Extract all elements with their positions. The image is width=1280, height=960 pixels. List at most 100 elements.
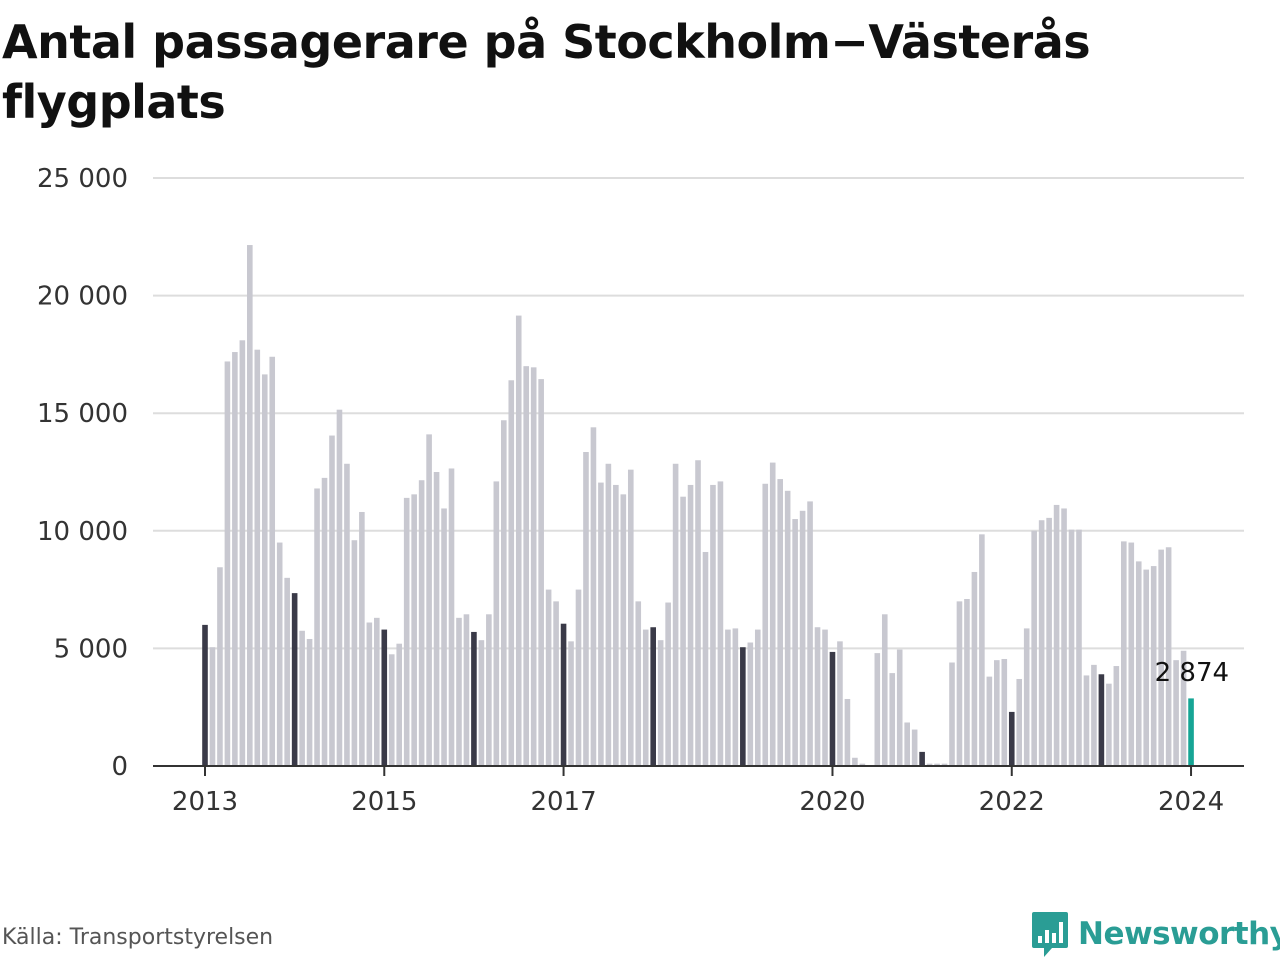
bar [403,497,410,766]
bar [784,490,791,766]
bar [1106,683,1112,766]
bar [545,589,552,766]
y-axis-labels: 0 5 000 10 000 15 000 20 000 25 000 [37,164,128,782]
bar [448,468,455,766]
bar [269,356,276,766]
bar [1098,674,1105,766]
bar [441,508,447,766]
bar [807,501,813,766]
bar [224,361,231,766]
bar [217,567,223,766]
bar [717,481,724,766]
bar [1038,520,1045,766]
bar [254,349,261,766]
bar [411,494,417,766]
bar [1046,517,1052,766]
y-tick-label: 25 000 [37,164,128,194]
bar [1061,508,1067,766]
x-axis-ticks: 2013 2015 2017 2020 2022 2024 [172,766,1224,817]
last-value-annotation: 2 874 [1155,658,1229,688]
bar [859,763,866,766]
brand-name: Newsworthy [1078,916,1280,952]
bar [1173,660,1179,766]
x-tick-label: 2013 [172,787,238,817]
bar [1150,566,1157,766]
bar [1158,549,1164,766]
bar [926,763,933,766]
bar [456,617,462,766]
bar [538,379,544,766]
bar [530,367,537,766]
bar [994,660,1000,766]
bar [919,751,925,766]
bar [374,617,380,766]
bar [261,374,268,766]
bar [799,510,806,766]
x-tick-label: 2020 [799,787,865,817]
bar [956,601,963,766]
y-tick-label: 15 000 [37,399,128,429]
bar [336,409,343,766]
bar [620,494,627,766]
bar [852,757,858,766]
chart-title: Antal passagerare på Stockholm−Västerås … [2,15,1091,129]
bar [911,729,918,766]
x-tick-label: 2017 [530,787,596,817]
bar [209,647,216,766]
bar [598,482,604,766]
bar [687,484,694,766]
bar [1180,650,1187,766]
bar [1076,529,1082,766]
bar [635,601,642,766]
bar [747,642,754,766]
y-tick-label: 20 000 [37,282,128,312]
bar [949,662,955,766]
bar [575,589,582,766]
bar [426,434,432,766]
bar [1143,569,1150,766]
bar [553,601,559,766]
bar [515,315,522,766]
last-value-label: 2 874 [1155,658,1229,688]
bar [1008,711,1015,766]
bar [359,511,365,766]
bar [276,542,283,766]
bar [837,641,843,766]
bar [1188,698,1194,766]
bar [1165,547,1172,766]
brand-logo[interactable]: Newsworthy [1030,910,1280,958]
bar [740,647,746,766]
bar [1068,529,1075,766]
x-tick-label: 2015 [351,787,417,817]
bar [1001,658,1008,766]
bar [247,245,253,767]
bar [1083,675,1090,766]
bar [613,484,619,766]
bar [314,488,320,766]
bar [478,640,485,766]
bar [1128,542,1135,766]
bar [769,462,776,766]
bar [904,722,910,766]
bar [971,571,978,766]
bar [792,519,798,766]
bar [695,460,701,766]
bar [1113,666,1120,766]
bar [560,623,567,766]
bar [1053,504,1060,766]
bar [523,366,530,766]
y-tick-label: 10 000 [37,517,128,547]
bar [463,614,470,766]
bar [568,641,574,766]
bar [665,602,671,766]
bar [396,643,403,766]
bar [680,496,686,766]
bar [941,763,948,766]
bar-chart-speech-bubble-icon [1032,912,1068,957]
bar [1016,678,1023,766]
bar [351,540,358,766]
bars [202,245,1194,767]
bar [1091,664,1097,766]
bar [822,629,828,766]
bar [762,483,769,766]
